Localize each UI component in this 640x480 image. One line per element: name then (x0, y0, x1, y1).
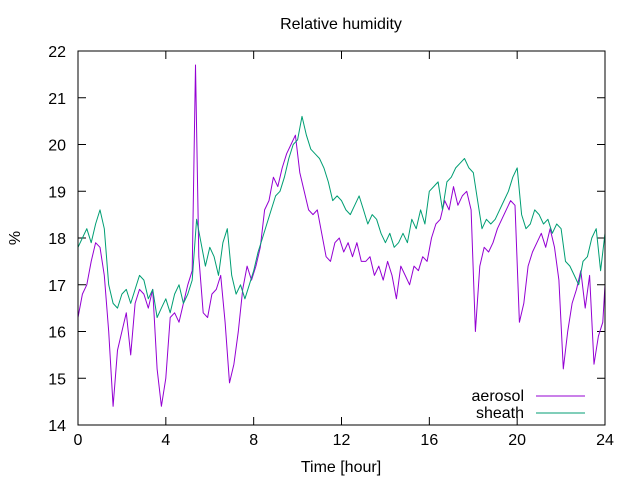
legend-label-aerosol: aerosol (472, 388, 524, 405)
series-line-sheath (77, 115, 606, 318)
series-layer (77, 64, 606, 407)
x-tick-label: 20 (508, 432, 526, 449)
y-tick-label: 21 (48, 91, 66, 108)
y-tick-label: 22 (48, 44, 66, 61)
axis-ticks: 0 4 8 12 16 20 24 14 15 16 17 18 19 20 21 22 (48, 44, 614, 449)
y-tick-label: 16 (48, 325, 66, 342)
plot-frame (77, 50, 606, 426)
chart-title: Relative humidity (280, 16, 402, 33)
x-tick-label: 8 (249, 432, 258, 449)
y-tick-label: 20 (48, 138, 66, 155)
x-axis-title: Time [hour] (301, 459, 381, 476)
y-axis-title: % (7, 231, 24, 245)
x-tick-label: 16 (420, 432, 438, 449)
y-tick-label: 17 (48, 278, 66, 295)
y-tick-label: 19 (48, 184, 66, 201)
legend: aerosol sheath (472, 388, 585, 422)
legend-label-sheath: sheath (476, 405, 524, 422)
series-line-aerosol (77, 64, 606, 407)
x-tick-label: 0 (74, 432, 83, 449)
y-tick-label: 18 (48, 231, 66, 248)
x-tick-label: 24 (596, 432, 614, 449)
x-tick-label: 4 (161, 432, 170, 449)
y-tick-label: 14 (48, 418, 66, 435)
y-tick-label: 15 (48, 371, 66, 388)
x-tick-label: 12 (333, 432, 351, 449)
